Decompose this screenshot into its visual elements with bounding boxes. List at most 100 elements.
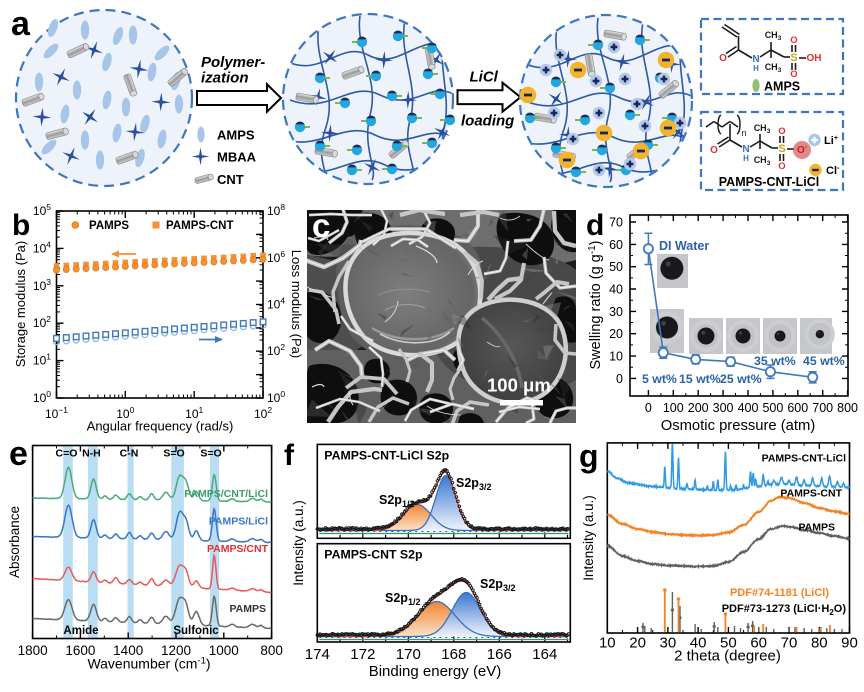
svg-text:S=O: S=O: [163, 448, 184, 460]
svg-text:80: 80: [811, 635, 828, 652]
svg-text:N: N: [742, 144, 749, 155]
svg-text:45 wt%: 45 wt%: [803, 354, 845, 368]
svg-text:2 theta (degree): 2 theta (degree): [674, 648, 781, 665]
svg-text:Intensity (a.u.): Intensity (a.u.): [581, 495, 596, 581]
svg-text:Intensity (a.u.): Intensity (a.u.): [291, 500, 306, 586]
svg-text:PAMPS/CNT: PAMPS/CNT: [207, 543, 269, 555]
svg-text:102: 102: [267, 342, 285, 358]
svg-text:108: 108: [267, 202, 285, 218]
svg-text:106: 106: [267, 249, 285, 265]
svg-text:O: O: [790, 35, 797, 46]
svg-text:O: O: [778, 161, 785, 172]
svg-text:PAMPS-CNT S2p: PAMPS-CNT S2p: [324, 548, 422, 562]
svg-text:MBAA: MBAA: [217, 150, 257, 165]
svg-text:400: 400: [738, 401, 759, 415]
svg-text:CH3: CH3: [754, 123, 771, 135]
svg-text:102: 102: [33, 314, 51, 330]
svg-text:H: H: [753, 64, 759, 73]
svg-text:C-N: C-N: [120, 448, 139, 460]
svg-text:164: 164: [532, 646, 557, 663]
svg-text:Osmotic pressure (atm): Osmotic pressure (atm): [661, 418, 816, 434]
svg-text:40: 40: [609, 283, 623, 297]
svg-text:CH3: CH3: [754, 155, 771, 167]
svg-text:500: 500: [762, 401, 783, 415]
svg-text:Sulfonic: Sulfonic: [173, 625, 219, 637]
svg-text:AMPS: AMPS: [217, 128, 255, 143]
svg-text:50: 50: [609, 260, 623, 274]
svg-text:Absorbance: Absorbance: [7, 506, 22, 578]
svg-text:ization: ization: [201, 70, 249, 87]
svg-text:c: c: [312, 207, 330, 244]
svg-text:AMPS: AMPS: [764, 80, 800, 94]
svg-text:100 μm: 100 μm: [487, 375, 551, 396]
svg-text:10: 10: [609, 350, 623, 364]
svg-text:CNT: CNT: [217, 172, 244, 187]
svg-text:PAMPS-CNT: PAMPS-CNT: [780, 488, 842, 500]
svg-text:104: 104: [267, 296, 285, 312]
svg-text:1000: 1000: [209, 643, 239, 658]
svg-text:10: 10: [599, 635, 616, 652]
svg-text:166: 166: [487, 646, 512, 663]
svg-text:70: 70: [609, 216, 623, 230]
svg-text:174: 174: [305, 646, 330, 663]
svg-text:101: 101: [33, 352, 51, 368]
svg-text:800: 800: [837, 401, 858, 415]
svg-text:O-: O-: [797, 144, 808, 156]
svg-text:20: 20: [629, 635, 646, 652]
svg-text:Wavenumber (cm-1): Wavenumber (cm-1): [87, 656, 210, 672]
svg-text:1600: 1600: [65, 643, 95, 658]
svg-text:170: 170: [396, 646, 421, 663]
svg-text:Polymer-: Polymer-: [201, 54, 265, 71]
svg-text:N-H: N-H: [82, 448, 101, 460]
svg-text:PDF#73-1273 (LiCl·H2O): PDF#73-1273 (LiCl·H2O): [722, 603, 847, 617]
svg-text:PAMPS/CNT/LiCl: PAMPS/CNT/LiCl: [184, 488, 268, 500]
svg-text:Cl-: Cl-: [826, 163, 840, 177]
svg-text:PAMPS: PAMPS: [798, 522, 835, 534]
svg-text:1400: 1400: [113, 643, 143, 658]
svg-text:PAMPS-CNT-LiCl: PAMPS-CNT-LiCl: [762, 453, 846, 465]
svg-text:10−1: 10−1: [45, 405, 68, 421]
svg-text:Swelling ratio (g g-1): Swelling ratio (g g-1): [587, 241, 604, 370]
svg-text:30: 30: [609, 305, 623, 319]
svg-text:60: 60: [609, 238, 623, 252]
svg-text:90: 90: [841, 635, 858, 652]
svg-text:300: 300: [713, 401, 734, 415]
svg-text:104: 104: [33, 239, 51, 255]
svg-text:100: 100: [267, 389, 285, 405]
svg-text:Loss modulus (Pa): Loss modulus (Pa): [289, 250, 304, 358]
svg-text:loading: loading: [461, 113, 514, 130]
svg-text:105: 105: [33, 202, 51, 218]
svg-text:800: 800: [260, 643, 283, 658]
svg-text:PAMPS-CNT-LiCl: PAMPS-CNT-LiCl: [719, 175, 819, 189]
svg-text:172: 172: [350, 646, 375, 663]
svg-text:1800: 1800: [18, 643, 48, 658]
svg-text:70: 70: [781, 635, 798, 652]
svg-text:OH: OH: [807, 53, 822, 64]
svg-text:LiCl: LiCl: [470, 69, 499, 86]
svg-text:35 wt%: 35 wt%: [754, 354, 796, 368]
svg-text:S: S: [790, 52, 797, 64]
svg-text:600: 600: [787, 401, 808, 415]
svg-text:200: 200: [688, 401, 709, 415]
svg-text:N: N: [752, 54, 759, 65]
svg-text:PAMPS: PAMPS: [89, 220, 129, 232]
svg-text:O: O: [790, 69, 797, 80]
svg-text:O: O: [719, 53, 727, 64]
svg-text:O: O: [710, 145, 718, 156]
svg-text:PAMPS-CNT-LiCl S2p: PAMPS-CNT-LiCl S2p: [324, 448, 449, 462]
svg-text:PAMPS/LiCl: PAMPS/LiCl: [209, 516, 268, 528]
svg-text:102: 102: [254, 405, 272, 421]
svg-text:PDF#74-1181 (LiCl): PDF#74-1181 (LiCl): [730, 587, 829, 599]
svg-text:0: 0: [645, 401, 652, 415]
svg-text:PAMPS: PAMPS: [229, 603, 266, 615]
svg-text:DI Water: DI Water: [659, 239, 709, 253]
svg-text:CH3: CH3: [765, 30, 782, 42]
svg-text:100: 100: [33, 389, 51, 405]
svg-text:n: n: [741, 128, 746, 138]
svg-text:15 wt%: 15 wt%: [679, 372, 721, 386]
svg-text:S=O: S=O: [200, 448, 221, 460]
svg-text:O: O: [778, 126, 785, 137]
svg-text:25 wt%: 25 wt%: [720, 372, 762, 386]
svg-text:40: 40: [690, 635, 707, 652]
svg-text:Amide: Amide: [63, 625, 98, 637]
